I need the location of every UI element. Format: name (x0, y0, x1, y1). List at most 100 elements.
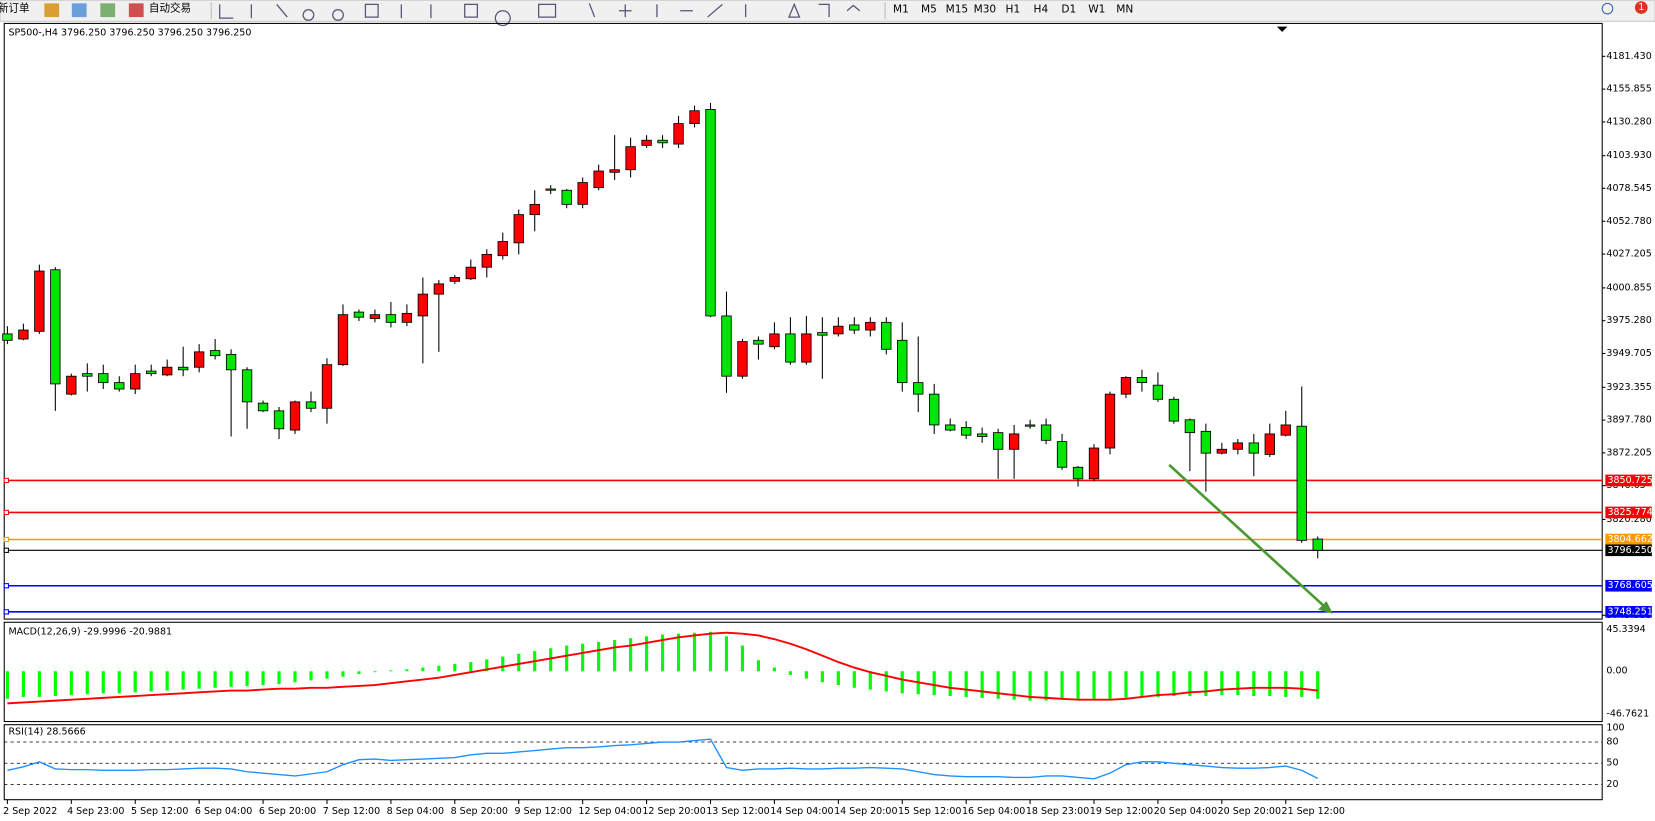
macd-bar (900, 671, 904, 694)
candle-body (976, 433, 988, 437)
candle-body (82, 373, 93, 377)
macd-bar (1012, 671, 1016, 700)
timeframe-button[interactable]: H1 (1006, 4, 1021, 16)
macd-signal (7, 631, 1318, 705)
candle-body (289, 401, 301, 431)
level-label-bg (1605, 579, 1652, 592)
level-handle (3, 609, 9, 615)
candle-body (753, 339, 764, 345)
macd-bar (213, 671, 217, 688)
x-tick-label: 15 Sep 12:00 (898, 806, 961, 817)
candle-body (257, 402, 269, 412)
macd-bar (932, 671, 936, 696)
macd-bar (277, 671, 281, 685)
timeframe-button[interactable]: M15 (946, 4, 969, 16)
macd-bar (421, 667, 425, 672)
candle-body (833, 325, 844, 335)
candle-body (1072, 466, 1084, 480)
macd-bar (1124, 671, 1128, 698)
timeframe-button[interactable]: MN (1116, 4, 1133, 16)
candle-body (241, 369, 253, 403)
icon[interactable] (128, 3, 144, 18)
rsi-frame (3, 724, 1603, 801)
macd-title: MACD(12,26,9) -29.9996 -20.9881 (8, 626, 172, 637)
timeframe-button[interactable]: H4 (1034, 4, 1049, 16)
icon[interactable] (100, 3, 116, 18)
plot: 4181.430 4155.855 4130.280 4103.930 4078.545… (2, 51, 1653, 817)
macd-bar (357, 671, 361, 675)
macd-bar (772, 667, 777, 672)
rsi-tick-label: 50 (1606, 758, 1618, 769)
macd-bar (21, 671, 25, 697)
candle-body (2, 333, 13, 341)
macd-bar (501, 656, 505, 672)
macd-bar (644, 636, 649, 672)
macd-bar (5, 671, 9, 699)
macd-bar (629, 638, 633, 672)
badge[interactable]: 1 (1638, 2, 1644, 13)
candle-body (385, 314, 397, 323)
shift-marker[interactable] (1276, 26, 1288, 32)
candle-body (177, 366, 189, 371)
macd-bar (53, 671, 57, 697)
macd-bar (485, 659, 489, 672)
new-order[interactable]: 新订单 (0, 2, 30, 15)
candle-body (225, 353, 237, 371)
macd-bar (788, 671, 792, 675)
toolbar-bg (0, 0, 1655, 22)
candle-body (817, 332, 828, 336)
timeframe-button[interactable]: D1 (1061, 4, 1076, 16)
macd-bar (1284, 671, 1288, 697)
macd-bar (165, 671, 169, 691)
x-tick-label: 21 Sep 12:00 (1282, 806, 1345, 817)
candle-body (50, 269, 61, 385)
candle-body (98, 373, 109, 384)
y-tick-label: 4052.780 (1606, 216, 1651, 227)
candle-body (1152, 384, 1164, 400)
macd-bar (692, 632, 697, 672)
timeframe-button[interactable]: M5 (921, 4, 937, 16)
macd-bar (197, 671, 201, 689)
macd-bar (1300, 671, 1304, 697)
timeframe-button[interactable]: M1 (893, 4, 909, 16)
candle-body (625, 146, 636, 171)
candle-body (945, 424, 956, 431)
level-label: 3804.662 (1607, 534, 1652, 545)
tool-icons[interactable] (219, 2, 861, 27)
x-tick-label: 8 Sep 04:00 (387, 806, 444, 817)
macd-bar (453, 663, 457, 672)
search[interactable] (1601, 2, 1614, 15)
macd-bar (389, 670, 393, 672)
x-tick-label: 6 Sep 04:00 (195, 806, 252, 817)
badge-bg[interactable] (1634, 1, 1648, 14)
macd-bar (1028, 671, 1032, 701)
candle-body (1200, 430, 1212, 454)
level-label: 3748.251 (1607, 606, 1652, 617)
macd-bar (836, 671, 840, 686)
icon[interactable] (71, 3, 87, 18)
x-tick-label: 5 Sep 12:00 (131, 806, 188, 817)
macd-bar (1172, 671, 1176, 697)
candle-body (801, 333, 812, 363)
x-tick-label: 14 Sep 20:00 (834, 806, 897, 817)
rsi-tick-label: 100 (1606, 722, 1624, 733)
trend-arrow[interactable] (1168, 463, 1326, 608)
macd-bar (868, 671, 872, 690)
icon[interactable] (44, 3, 60, 18)
timeframe-button[interactable]: M30 (974, 4, 997, 16)
y-tick-label: 3949.705 (1606, 348, 1651, 359)
auto-trading[interactable]: 自动交易 (149, 2, 191, 15)
macd-bar (341, 671, 345, 677)
candle-body (1120, 377, 1132, 395)
timeframes: M1 M5 M15 M30 H1 H4 D1 W1 MN (893, 4, 1133, 16)
macd-bar (325, 671, 329, 679)
candle-body (1040, 424, 1052, 441)
macd-bar (1220, 671, 1224, 696)
timeframe-button[interactable]: W1 (1088, 4, 1105, 16)
macd-bar (85, 671, 89, 695)
macd-bar (948, 671, 952, 697)
macd-bar (597, 641, 601, 672)
macd-bar (820, 671, 824, 683)
candle-body (1216, 448, 1228, 454)
